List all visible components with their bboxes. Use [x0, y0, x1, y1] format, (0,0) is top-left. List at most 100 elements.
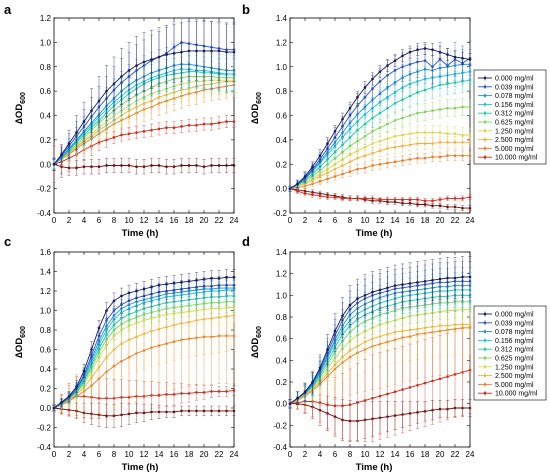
- x-tick-label-d: 10: [361, 450, 370, 459]
- data-point: [232, 120, 236, 123]
- data-point: [120, 75, 123, 78]
- data-point: [187, 123, 191, 127]
- data-point: [416, 111, 419, 115]
- data-point: [217, 49, 221, 53]
- legend-swatch-marker: [483, 383, 487, 386]
- legend-swatch-marker: [483, 347, 487, 351]
- data-point: [378, 80, 382, 83]
- x-tick-label-a: 8: [112, 216, 117, 225]
- x-tick-label-d: 2: [303, 450, 308, 459]
- data-point: [378, 149, 382, 153]
- data-point: [356, 95, 359, 99]
- data-point: [75, 131, 78, 134]
- data-point: [438, 277, 442, 281]
- data-point: [446, 141, 449, 144]
- data-point: [438, 377, 442, 381]
- x-tick-label-c: 20: [200, 450, 209, 459]
- x-tick-label-b: 10: [361, 216, 370, 225]
- y-tick-label-a: 0.8: [40, 63, 52, 72]
- data-point: [135, 165, 138, 168]
- legend-b: 0.000 mg/ml0.039 mg/ml 0.078 mg/ml 0.156 m…: [473, 69, 547, 165]
- data-point: [431, 131, 434, 134]
- data-point: [453, 197, 457, 200]
- data-point: [363, 145, 367, 149]
- x-tick-label-c: 24: [230, 450, 239, 459]
- data-point: [187, 49, 191, 53]
- data-point: [210, 164, 213, 167]
- y-tick-label-c: 1.0: [40, 307, 52, 316]
- data-point: [105, 89, 108, 93]
- data-point: [180, 392, 183, 395]
- y-tick-label-d: 0.4: [276, 356, 288, 365]
- data-point: [90, 109, 93, 112]
- x-tick-label-a: 16: [170, 216, 179, 225]
- data-point: [157, 394, 161, 397]
- x-tick-label-a: 18: [185, 216, 194, 225]
- data-point: [180, 280, 183, 284]
- data-point: [333, 175, 337, 178]
- data-point: [232, 389, 236, 392]
- data-point: [225, 50, 228, 54]
- data-point: [408, 63, 412, 66]
- data-point: [371, 77, 374, 81]
- data-point: [172, 52, 176, 55]
- data-point: [311, 193, 314, 197]
- data-point: [225, 164, 228, 167]
- data-point: [210, 409, 213, 413]
- data-point: [225, 276, 228, 279]
- data-point: [333, 195, 337, 199]
- data-point: [135, 131, 138, 134]
- data-point: [210, 49, 213, 53]
- x-tick-label-b: 6: [333, 216, 338, 225]
- y-tick-label-c: 0.4: [40, 365, 52, 374]
- data-point: [401, 198, 404, 201]
- legend-swatch-marker: [483, 365, 487, 369]
- data-point: [296, 182, 299, 186]
- data-point: [431, 379, 434, 383]
- y-tick-label-c: 1.2: [40, 287, 52, 296]
- x-tick-label-b: 20: [436, 216, 445, 225]
- legend-swatch-marker: [483, 120, 487, 124]
- data-point: [401, 159, 404, 162]
- panel-d-ylabel: ∆OD600: [250, 326, 263, 358]
- data-point: [378, 162, 382, 166]
- data-point: [461, 197, 464, 200]
- data-point: [333, 130, 337, 133]
- y-tick-label-a: 1.0: [40, 38, 52, 47]
- panel-d-letter: d: [242, 234, 250, 249]
- legend-item: 0.625 mg/ml: [478, 355, 534, 363]
- data-point: [386, 161, 389, 165]
- x-tick-label-a: 24: [230, 216, 239, 225]
- data-point: [165, 282, 168, 286]
- data-point: [157, 55, 161, 59]
- x-tick-label-c: 18: [185, 450, 194, 459]
- data-point: [112, 299, 116, 303]
- data-point: [311, 380, 314, 384]
- legend-swatch-marker: [483, 155, 487, 159]
- legend-item: 0.039 mg/ml: [478, 84, 534, 91]
- data-point: [82, 120, 86, 123]
- data-point: [187, 164, 191, 167]
- y-tick-label-d: 1.4: [276, 248, 288, 257]
- data-point: [423, 47, 427, 50]
- data-point: [446, 375, 449, 378]
- legend-swatch-marker: [483, 374, 487, 377]
- data-point: [468, 206, 472, 210]
- x-tick-label-d: 16: [406, 450, 415, 459]
- data-point: [468, 195, 472, 199]
- y-tick-label-d: -0.2: [273, 421, 287, 430]
- data-point: [348, 197, 352, 200]
- data-point: [363, 86, 367, 89]
- data-point: [67, 395, 71, 398]
- data-point: [401, 388, 404, 391]
- y-tick-label-c: 0.2: [40, 385, 52, 394]
- legend-label: 0.000 mg/ml: [495, 76, 534, 83]
- data-point: [371, 164, 374, 167]
- data-point: [60, 400, 63, 404]
- series-c-0: [52, 269, 236, 412]
- data-point: [468, 105, 472, 109]
- data-point: [431, 109, 434, 112]
- data-point: [318, 154, 322, 158]
- data-point: [90, 348, 93, 351]
